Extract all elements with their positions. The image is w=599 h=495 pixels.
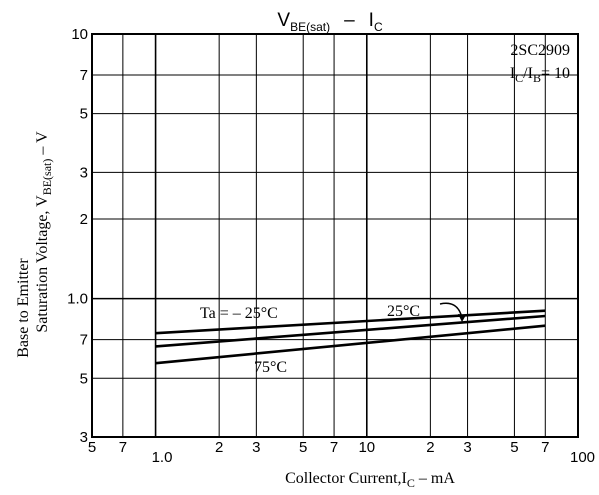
x-tick-label: 7: [119, 439, 127, 456]
y-tick-label: 3: [80, 164, 88, 181]
plot-frame: [91, 33, 579, 438]
chart-title: VBE(sat) – IC: [277, 10, 383, 34]
y-tick-label: 7: [80, 332, 88, 349]
x-tick-label: 3: [463, 439, 471, 456]
x-tick-label: 5: [88, 439, 96, 456]
x-tick-label: 100: [570, 449, 595, 466]
x-tick-label: 7: [541, 439, 549, 456]
x-tick-label: 5: [299, 439, 307, 456]
x-tick-label: 3: [252, 439, 260, 456]
y-tick-label: 5: [80, 106, 88, 123]
series-line-0: [155, 309, 546, 335]
series-label-minus25: Ta = – 25°C: [200, 305, 278, 322]
x-tick-label: 10: [358, 439, 375, 456]
series-label-75: 75°C: [254, 359, 287, 376]
x-tick-label: 7: [330, 439, 338, 456]
y-axis-label-line1: Base to Emitter: [15, 258, 32, 358]
y-tick-label: 5: [80, 370, 88, 387]
y-axis-label-line2: Saturation Voltage, VBE(sat) – V: [34, 131, 54, 333]
x-tick-label: 5: [510, 439, 518, 456]
series-lines: [155, 309, 546, 365]
x-tick-label: 2: [426, 439, 434, 456]
y-tick-label: 3: [80, 429, 88, 446]
series-line-1: [155, 314, 546, 348]
y-tick-label: 10: [71, 26, 88, 43]
y-tick-label: 1.0: [67, 291, 88, 308]
series-label-25: 25°C: [387, 303, 420, 320]
x-tick-label: 2: [215, 439, 223, 456]
x-axis-label: Collector Current,IC – mA: [285, 470, 455, 490]
ratio-label: IC/IB= 10: [510, 65, 570, 85]
device-label: 2SC2909: [510, 42, 570, 59]
y-tick-label: 2: [80, 211, 88, 228]
grid-lines: [91, 33, 579, 438]
series-label-arrowhead: [458, 314, 466, 322]
series-line-2: [155, 324, 546, 365]
x-tick-label: 1.0: [152, 449, 173, 466]
y-tick-label: 7: [80, 67, 88, 84]
